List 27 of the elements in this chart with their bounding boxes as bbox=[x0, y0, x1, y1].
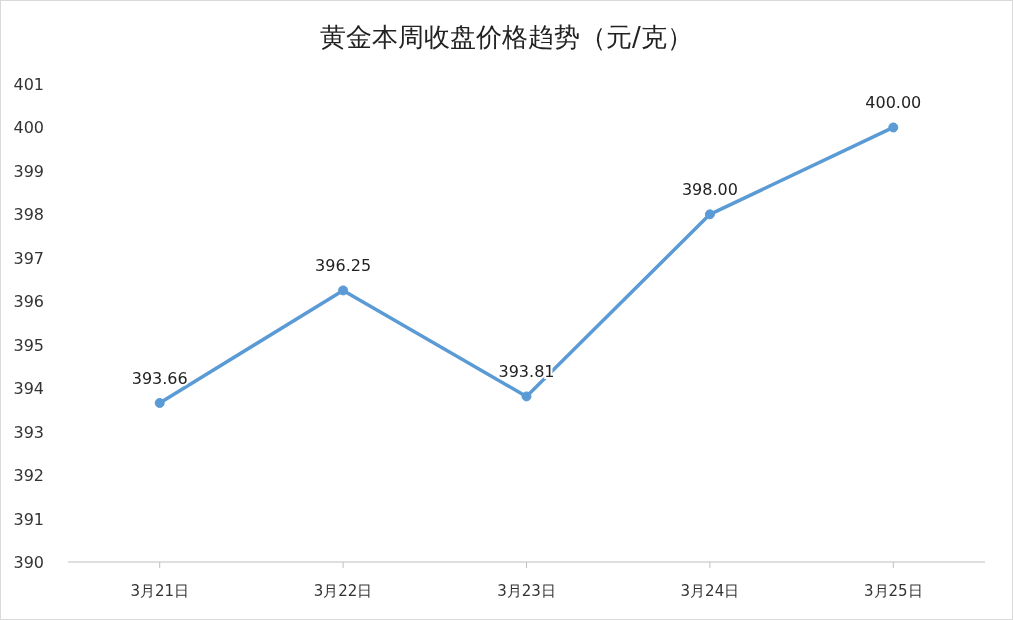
point bbox=[154, 397, 165, 408]
y-tick-label: 392 bbox=[13, 466, 44, 486]
x-tick-label: 3月25日 bbox=[863, 582, 923, 600]
y-tick-label: 398 bbox=[13, 205, 44, 225]
y-tick-label: 391 bbox=[13, 509, 44, 529]
y-tick-label: 397 bbox=[13, 248, 44, 268]
y-tick-label: 393 bbox=[13, 422, 44, 442]
data-label: 398.00 bbox=[681, 180, 738, 200]
x-tick-label: 3月22日 bbox=[313, 582, 373, 600]
data-label: 400.00 bbox=[865, 93, 922, 113]
point bbox=[704, 209, 715, 220]
data-label: 396.25 bbox=[315, 256, 372, 276]
y-tick-label: 399 bbox=[13, 161, 44, 181]
chart-title: 黄金本周收盘价格趋势（元/克） bbox=[320, 22, 693, 52]
x-tick-label: 3月23日 bbox=[497, 582, 556, 600]
y-tick-label: 390 bbox=[13, 553, 44, 572]
y-tick-label: 396 bbox=[13, 292, 44, 312]
y-tick-label: 401 bbox=[13, 75, 44, 94]
y-tick-label: 394 bbox=[13, 379, 44, 399]
x-tick-label: 3月24日 bbox=[680, 582, 740, 600]
y-tick-label: 395 bbox=[13, 335, 44, 355]
x-tick-label: 3月21日 bbox=[130, 582, 190, 600]
data-label: 393.66 bbox=[131, 368, 188, 388]
point bbox=[338, 285, 349, 296]
point bbox=[521, 391, 532, 402]
y-tick-label: 400 bbox=[13, 118, 44, 138]
point bbox=[888, 122, 899, 133]
